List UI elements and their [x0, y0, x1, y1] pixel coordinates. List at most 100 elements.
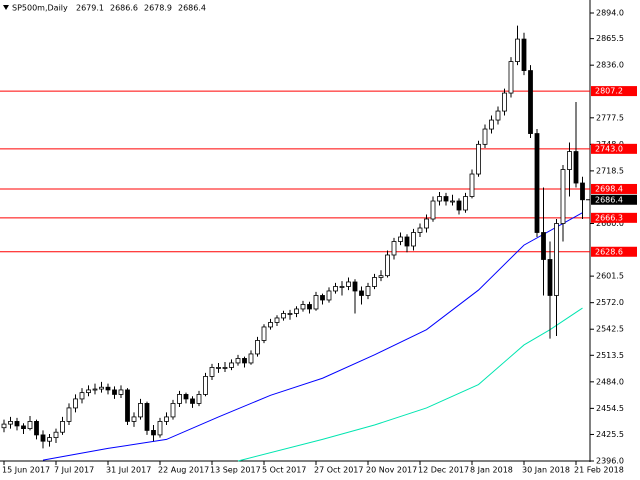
- candle-body: [151, 430, 156, 436]
- candle-body: [320, 295, 325, 301]
- candle-body: [443, 196, 449, 202]
- candle-body: [307, 304, 312, 310]
- candle-body: [112, 389, 117, 395]
- x-tick-label: 30 Jan 2018: [522, 466, 570, 475]
- candle-body: [502, 92, 507, 112]
- candle-body: [534, 133, 540, 233]
- level-box: [591, 212, 637, 223]
- candle-body: [261, 326, 267, 341]
- candle-body: [177, 394, 182, 404]
- x-tick-label: 27 Oct 2017: [314, 466, 363, 475]
- candle-body: [125, 389, 130, 422]
- candle-body: [326, 290, 332, 301]
- y-tick-label: 2601.5: [596, 272, 624, 281]
- candle-body: [417, 227, 423, 233]
- candle-body: [21, 425, 26, 430]
- candle-body: [437, 196, 442, 202]
- candle-body: [404, 236, 410, 247]
- candle-body: [60, 421, 65, 433]
- candle-body: [222, 367, 228, 369]
- candle-body: [573, 151, 579, 184]
- candle-body: [157, 421, 163, 436]
- candle-body: [209, 367, 215, 377]
- candle-body: [469, 173, 475, 197]
- candle-body: [183, 394, 189, 400]
- candle-body: [47, 437, 52, 442]
- candle-body: [482, 128, 488, 145]
- candle-body: [521, 38, 527, 71]
- y-tick-label: 2894.0: [596, 9, 624, 18]
- y-tick-label: 2718.5: [596, 166, 624, 175]
- x-tick-label: 20 Nov 2017: [366, 466, 417, 475]
- candle-body: [274, 317, 280, 323]
- y-tick-label: 2777.5: [596, 113, 624, 122]
- level-label: 2743.0: [595, 144, 623, 153]
- x-tick-label: 13 Sep 2017: [210, 466, 261, 475]
- candle-body: [287, 313, 293, 315]
- candle-body: [508, 61, 514, 94]
- candle-body: [424, 218, 429, 229]
- candle-body: [66, 407, 72, 422]
- candle-body: [34, 421, 39, 436]
- candle-body: [118, 389, 124, 395]
- candle-body: [339, 286, 345, 288]
- candle-body: [164, 416, 169, 422]
- candle-body: [313, 295, 319, 310]
- candle-body: [378, 275, 384, 278]
- candle-body: [411, 232, 416, 247]
- candle-body: [216, 367, 221, 369]
- candle-body: [547, 259, 553, 296]
- candle-body: [203, 376, 208, 395]
- candle-body: [489, 119, 494, 130]
- header-value: 2686.6: [110, 4, 138, 13]
- header-icon: [3, 5, 9, 10]
- symbol: SP500m,Daily: [12, 4, 68, 13]
- candle-body: [541, 232, 546, 260]
- candle-body: [365, 286, 371, 296]
- candle-body: [138, 403, 143, 418]
- candle-body: [281, 313, 286, 319]
- candle-body: [430, 200, 436, 220]
- candle-body: [476, 143, 481, 175]
- y-tick-label: 2425.5: [596, 430, 624, 439]
- candle-body: [554, 223, 559, 296]
- header-value: 2678.9: [144, 4, 172, 13]
- x-tick-label: 21 Feb 2018: [574, 466, 624, 475]
- candle-body: [196, 394, 202, 404]
- level-label: 2807.2: [595, 87, 623, 96]
- x-tick-label: 15 Jun 2017: [2, 466, 50, 475]
- header-value: 2686.4: [178, 4, 206, 13]
- level-label: 2666.3: [595, 213, 623, 222]
- candle-body: [398, 236, 403, 242]
- candle-body: [8, 421, 13, 425]
- candle-body: [268, 322, 273, 328]
- x-tick-label: 8 Jan 2018: [470, 466, 513, 475]
- candle-body: [131, 416, 137, 422]
- candle-body: [229, 362, 234, 368]
- candle-body: [359, 290, 364, 296]
- candle-body: [385, 254, 390, 277]
- candle-body: [580, 182, 585, 201]
- candle-body: [300, 304, 306, 310]
- candle-body: [144, 403, 150, 431]
- candle-body: [333, 286, 338, 292]
- y-tick-label: 2836.0: [596, 61, 624, 70]
- candle-body: [92, 388, 98, 391]
- level-label: 2628.6: [595, 247, 623, 256]
- x-tick-label: 31 Jul 2017: [106, 466, 151, 475]
- candle-body: [515, 38, 520, 62]
- candle-body: [255, 340, 260, 355]
- candle-body: [352, 281, 358, 292]
- x-tick-label: 12 Dec 2017: [418, 466, 469, 475]
- candle-body: [456, 200, 462, 211]
- header-value: 2679.1: [76, 4, 104, 13]
- y-tick-label: 2396.0: [596, 457, 624, 466]
- candle-body: [463, 196, 468, 211]
- candle-body: [248, 353, 254, 364]
- candle-body: [346, 281, 351, 287]
- candle-body: [567, 151, 572, 170]
- candle-body: [27, 421, 33, 430]
- candle-body: [450, 200, 455, 203]
